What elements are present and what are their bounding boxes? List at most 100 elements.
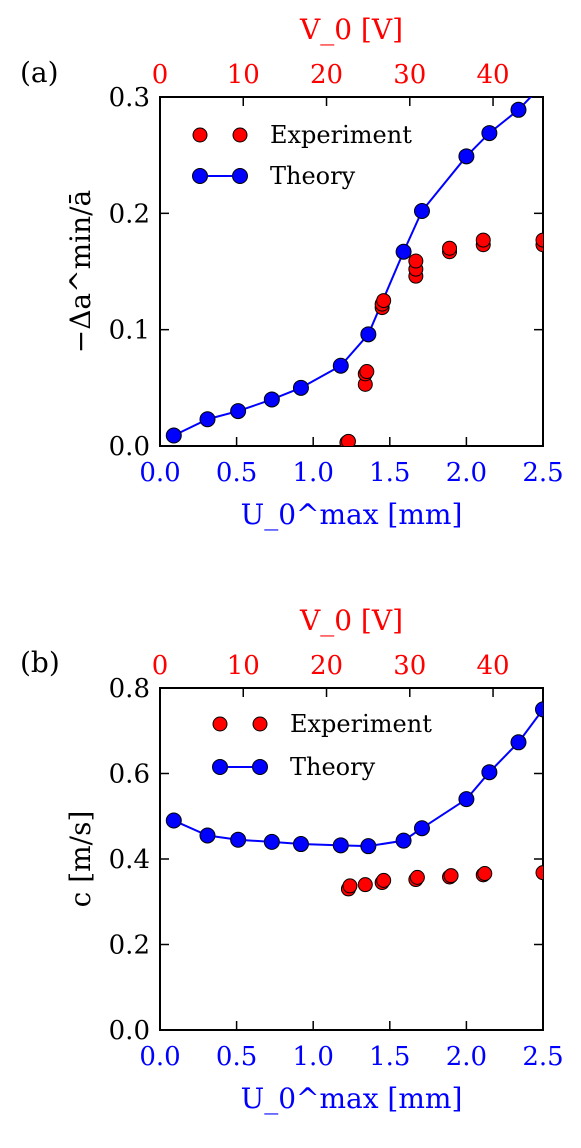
experiment-point [442,240,458,256]
top-x-axis-label: V_0 [V] [299,604,403,637]
theory-point [510,101,527,118]
experiment-point [376,872,392,888]
legend-experiment-marker [192,127,208,143]
theory-point [263,391,280,408]
theory-point [481,125,498,142]
x-axis-label: U_0^max [mm] [241,1082,463,1115]
experiment-point [475,232,491,248]
experiment-point [342,878,358,894]
theory-point [165,427,182,444]
theory-point [199,827,216,844]
theory-point [292,836,309,853]
legend-experiment-label: Experiment [270,121,412,149]
experiment-point [376,293,392,309]
experiment-point [443,868,459,884]
panel-label: (b) [20,646,60,679]
theory-point [332,837,349,854]
theory-point [332,357,349,374]
legend-experiment-marker [252,716,268,732]
experiment-point [535,232,543,248]
experiment-point [340,433,356,446]
experiment-point [408,253,424,269]
x-tick-label: 1.5 [369,458,410,488]
y-tick-label: 0.8 [109,674,150,704]
x-tick-label: 0.5 [216,458,257,488]
legend-experiment-label: Experiment [290,710,432,738]
x-tick-label: 2.5 [522,1042,563,1072]
experiment-point [359,364,375,380]
chart-panel-a: (a) 0.0 0.1 0.2 0.3 0.0 0.5 1.0 1.5 2.0 2.5 0 10 20 30… [20,13,564,531]
theory-point [413,820,430,837]
top-x-tick-label: 40 [476,651,509,681]
theory-point [535,701,543,718]
y-tick-label: 0.2 [109,931,150,961]
x-tick-label: 0.0 [139,458,180,488]
theory-point [360,838,377,855]
experiment-point [357,877,373,893]
theory-point [199,411,216,428]
experiment-point [477,866,493,882]
top-x-tick-label: 20 [310,651,343,681]
legend-experiment-marker [212,716,228,732]
experiment-point [409,869,425,885]
y-tick-label: 0.3 [109,83,150,113]
legend-theory-marker [192,168,208,184]
chart-panel-b: (b) 0.0 0.2 0.4 0.6 0.8 0.0 0.5 1.0 1.5 2.0 2.5 0 10 2… [20,604,564,1115]
y-tick-label: 0.0 [109,432,150,462]
theory-point [292,379,309,396]
top-x-tick-label: 10 [227,651,260,681]
theory-point [458,148,475,165]
x-tick-label: 0.0 [139,1042,180,1072]
top-x-tick-label: 30 [393,60,426,90]
panel-label: (a) [20,56,59,89]
theory-point [458,791,475,808]
experiment-point [535,865,543,881]
theory-point [360,326,377,343]
plot-frame [159,687,544,1031]
x-tick-label: 1.5 [369,1042,410,1072]
x-tick-label: 1.0 [293,458,334,488]
top-x-axis-label: V_0 [V] [299,13,403,46]
theory-point [481,764,498,781]
x-tick-label: 2.5 [522,458,563,488]
y-tick-label: 0.4 [109,845,150,875]
legend-theory-marker [232,168,248,184]
theory-point [395,832,412,849]
legend-theory-label: Theory [290,753,376,781]
y-tick-label: 0.6 [109,760,150,790]
legend-theory-label: Theory [270,162,356,190]
legend: Experiment Theory [212,710,432,781]
legend: Experiment Theory [192,121,412,190]
theory-point [230,831,247,848]
y-tick-label: 0.2 [109,199,150,229]
x-axis-label: U_0^max [mm] [241,498,463,531]
top-x-tick-label: 0 [152,651,169,681]
theory-point [543,69,558,84]
plot-area [165,701,543,897]
theory-point [413,203,430,220]
theory-point [165,812,182,829]
top-x-tick-label: 40 [476,60,509,90]
plot-frame [159,96,544,447]
y-axis-label: c [m/s] [64,811,97,908]
x-tick-label: 0.5 [216,1042,257,1072]
legend-theory-marker [252,759,268,775]
top-x-tick-label: 0 [152,60,169,90]
y-axis-label: −Δa^min/ā [64,190,97,354]
theory-point [510,734,527,751]
legend-experiment-marker [232,127,248,143]
top-x-tick-label: 30 [393,651,426,681]
plot-area [165,69,558,446]
x-tick-label: 2.0 [446,1042,487,1072]
x-tick-label: 1.0 [293,1042,334,1072]
theory-point [230,403,247,420]
y-tick-label: 0.0 [109,1016,150,1046]
theory-point [263,833,280,850]
top-x-tick-label: 10 [227,60,260,90]
y-tick-label: 0.1 [109,316,150,346]
top-x-tick-label: 20 [310,60,343,90]
legend-theory-marker [212,759,228,775]
theory-point [395,243,412,260]
x-tick-label: 2.0 [446,458,487,488]
